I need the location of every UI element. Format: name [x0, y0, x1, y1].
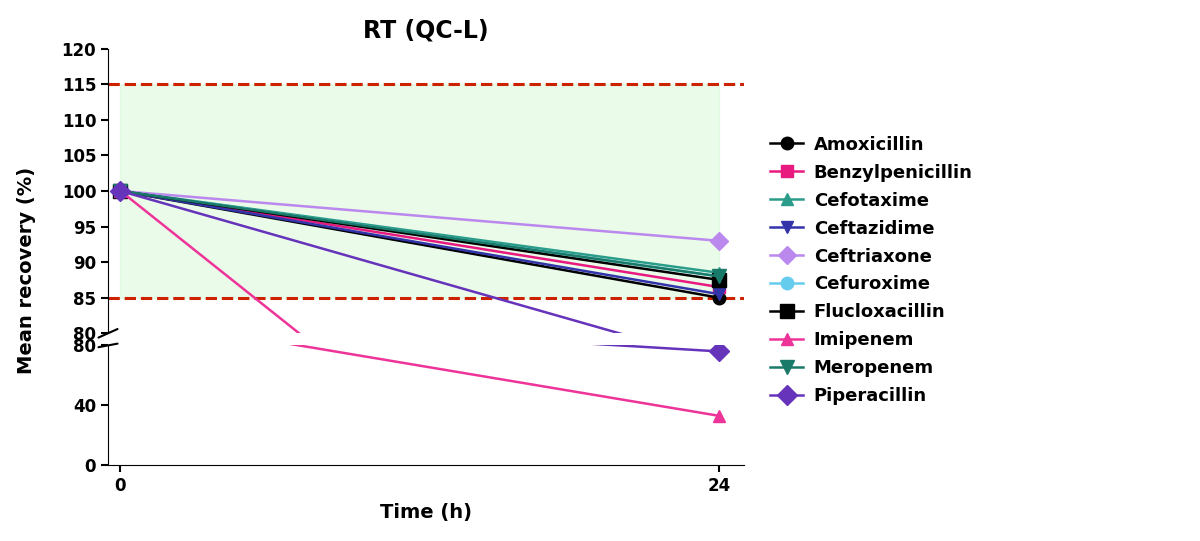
Text: Mean recovery (%): Mean recovery (%)	[17, 167, 36, 374]
Title: RT (QC-L): RT (QC-L)	[364, 18, 488, 43]
X-axis label: Time (h): Time (h)	[380, 503, 472, 523]
Legend: Amoxicillin, Benzylpenicillin, Cefotaxime, Ceftazidime, Ceftriaxone, Cefuroxime,: Amoxicillin, Benzylpenicillin, Cefotaxim…	[766, 130, 978, 411]
